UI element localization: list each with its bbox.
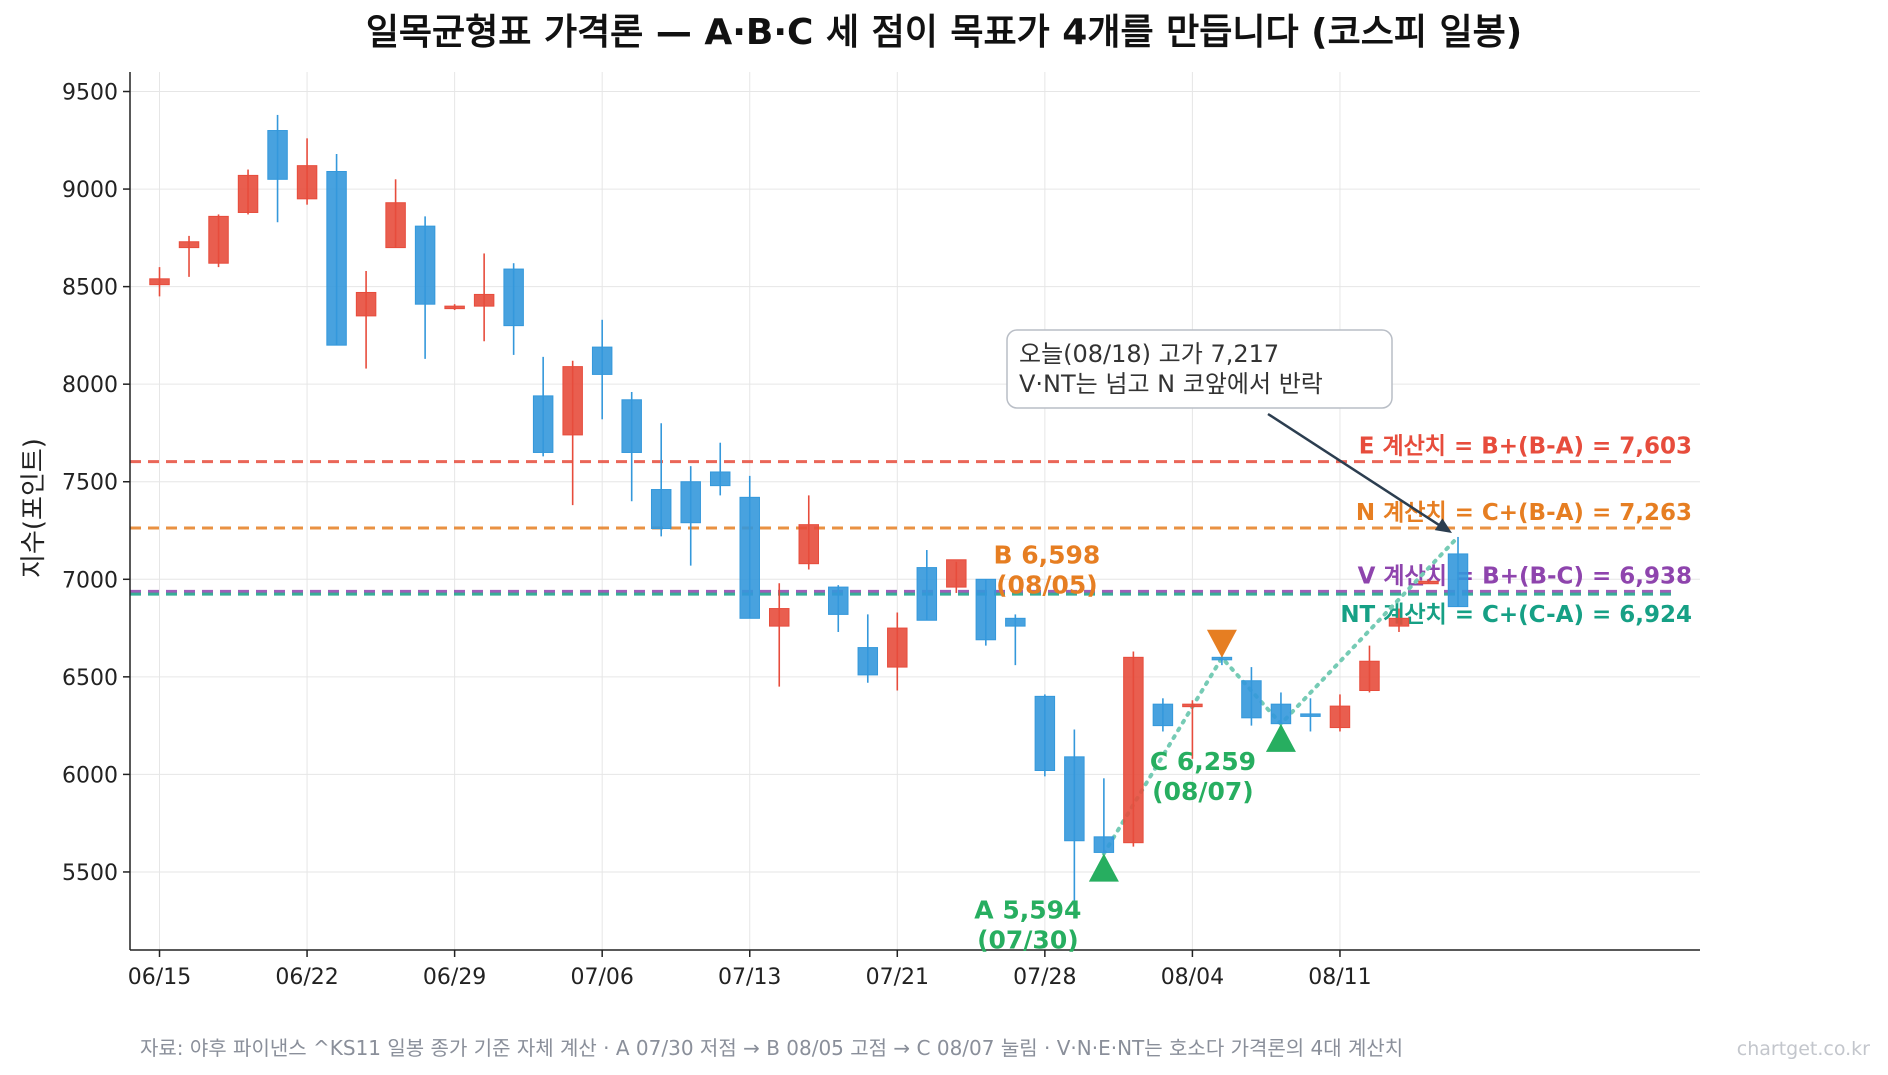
y-tick-label: 7000	[62, 568, 118, 593]
y-tick-label: 5500	[62, 861, 118, 886]
candle-body	[739, 496, 760, 619]
candle-body	[680, 481, 701, 524]
point-marker-b	[1206, 629, 1237, 658]
candle-body	[1388, 617, 1410, 627]
annotation-box	[1006, 329, 1393, 409]
x-tick-label: 07/28	[1013, 965, 1076, 990]
y-axis-label: 지수(포인트)	[19, 438, 49, 578]
candle-body	[828, 586, 849, 615]
candle-body	[650, 489, 672, 530]
candle-body	[975, 578, 997, 641]
candle-body	[178, 241, 200, 249]
axes: 5500 6000 6500 7000 7500 8000 8500 9000 9500 06/1…	[62, 72, 1700, 990]
candle-body	[1359, 660, 1380, 692]
candle-body	[1300, 713, 1321, 717]
level-label: V 계산치 = B+(B-C) = 6,938	[1358, 563, 1692, 589]
chart-title: 일목균형표 가격론 — A·B·C 세 점이 목표가 4개를 만듭니다 (코스피…	[366, 12, 1522, 53]
candle-body	[769, 608, 790, 627]
candle-body	[798, 524, 819, 565]
brand-watermark: chartget.co.kr	[1737, 1038, 1870, 1060]
level-label: N 계산치 = C+(B-A) = 7,263	[1356, 500, 1692, 526]
candle-body	[562, 366, 583, 436]
candle-body	[621, 399, 642, 453]
candle-body	[267, 130, 288, 180]
annotation-text: V·NT는 넘고 N 코앞에서 반락	[1019, 370, 1323, 398]
x-tick-label: 06/15	[128, 965, 191, 990]
candle-body	[1270, 703, 1292, 725]
x-tick-label: 07/13	[718, 965, 781, 990]
candle-body	[1182, 703, 1203, 708]
candle-body	[473, 293, 495, 307]
candle-body	[1005, 617, 1026, 627]
y-tick-label: 6000	[62, 763, 118, 788]
candle-body	[296, 165, 318, 200]
candle-body	[1034, 695, 1056, 771]
candle-body	[532, 395, 554, 453]
footer-note: 자료: 야후 파이낸스 ^KS11 일봉 종가 기준 자체 계산 · A 07/…	[140, 1036, 1403, 1060]
candle-body	[385, 202, 406, 249]
candle-body	[149, 278, 170, 286]
candle-body	[414, 225, 436, 305]
candle-body	[1329, 705, 1351, 729]
candle-body	[591, 346, 613, 375]
x-tick-label: 07/21	[866, 965, 929, 990]
candle-body	[237, 174, 259, 213]
candle-body	[1093, 836, 1115, 853]
candle-body	[326, 171, 347, 346]
candle-body	[946, 559, 967, 588]
candle-body	[208, 215, 229, 264]
candle-body	[1064, 756, 1085, 842]
candle-body	[1152, 703, 1174, 727]
annotation-text: 오늘(08/18) 고가 7,217	[1019, 340, 1279, 368]
y-tick-label: 6500	[62, 666, 118, 691]
point-marker-c	[1265, 723, 1296, 752]
x-tick-label: 08/04	[1161, 965, 1224, 990]
candle-body	[709, 471, 731, 487]
candle-body	[887, 627, 908, 668]
level-label: E 계산치 = B+(B-A) = 7,603	[1359, 434, 1692, 460]
abc-points: A 5,594(07/30) B 6,598(08/05) C 6,259(08/0…	[974, 541, 1296, 955]
candle-body	[1418, 580, 1439, 585]
annotation-arrow	[1267, 412, 1443, 528]
point-date-a: (07/30)	[977, 926, 1079, 955]
y-tick-label: 8500	[62, 276, 118, 301]
candles	[149, 114, 1469, 911]
candle-body	[1241, 680, 1262, 719]
candle-body	[916, 567, 938, 621]
candle-body	[857, 647, 879, 676]
point-label-a: A 5,594	[974, 896, 1081, 925]
point-date-b: (08/05)	[996, 571, 1098, 600]
point-label-c: C 6,259	[1150, 747, 1256, 776]
candle-body	[355, 291, 377, 317]
x-tick-label: 06/29	[423, 965, 486, 990]
x-tick-label: 08/11	[1308, 965, 1371, 990]
y-tick-label: 7500	[62, 471, 118, 496]
candle-body	[444, 305, 465, 310]
x-tick-label: 06/22	[275, 965, 338, 990]
point-label-b: B 6,598	[993, 541, 1100, 570]
point-date-c: (08/07)	[1152, 777, 1254, 806]
y-tick-label: 8000	[62, 373, 118, 398]
candle-body	[503, 268, 524, 327]
y-tick-label: 9000	[62, 178, 118, 203]
x-tick-label: 07/06	[570, 965, 633, 990]
candle-body	[1123, 656, 1144, 844]
candle-body	[1447, 553, 1469, 608]
y-tick-label: 9500	[62, 81, 118, 106]
annotation-arrowhead	[1434, 518, 1453, 533]
point-marker-a	[1088, 853, 1119, 882]
